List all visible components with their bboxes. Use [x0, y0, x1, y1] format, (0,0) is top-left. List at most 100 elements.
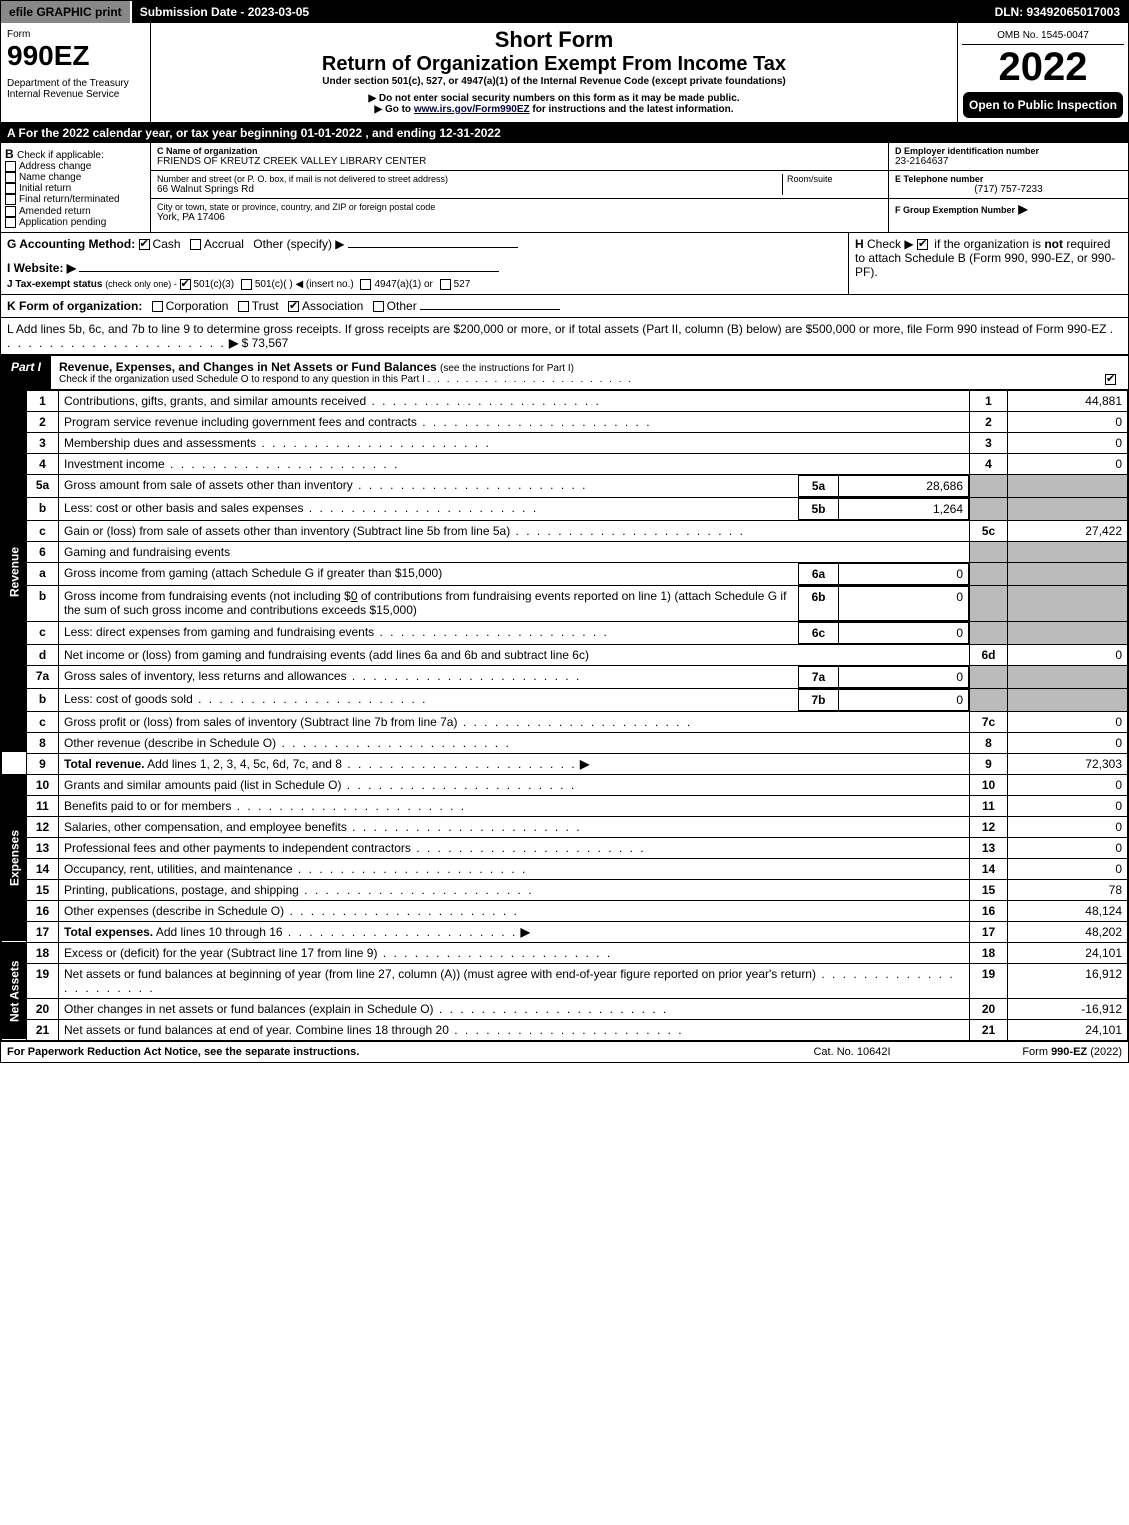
- chk-final[interactable]: [5, 194, 16, 205]
- b-check: Check if applicable:: [17, 150, 104, 161]
- d5b: Less: cost or other basis and sales expe…: [64, 501, 538, 515]
- goto-post: for instructions and the latest informat…: [530, 104, 734, 115]
- n5c: 5c: [970, 520, 1008, 541]
- l-amt: $ 73,567: [242, 336, 289, 350]
- open-inspection: Open to Public Inspection: [963, 92, 1123, 118]
- form-number: 990EZ: [7, 40, 144, 72]
- chk-501c[interactable]: [241, 279, 252, 290]
- side-netassets: Net Assets: [2, 942, 27, 1040]
- l-arrow: ▶: [229, 336, 238, 350]
- d6a: Gross income from gaming (attach Schedul…: [59, 563, 799, 584]
- d8: Other revenue (describe in Schedule O): [64, 736, 511, 750]
- row-8: 8Other revenue (describe in Schedule O)8…: [2, 732, 1128, 753]
- side-revenue: Revenue: [2, 390, 27, 753]
- omb: OMB No. 1545-0047: [962, 27, 1124, 45]
- header-center: Short Form Return of Organization Exempt…: [151, 23, 958, 122]
- lbl-app: Application pending: [19, 217, 106, 228]
- amt6b0: 0: [351, 589, 358, 603]
- b-label: B: [5, 147, 14, 161]
- d-label: D Employer identification number: [895, 146, 1122, 156]
- chk-501c3[interactable]: [180, 279, 191, 290]
- n11: 11: [970, 795, 1008, 816]
- row-6b: bGross income from fundraising events (n…: [2, 585, 1128, 621]
- chk-trust[interactable]: [238, 301, 249, 312]
- n8: 8: [970, 732, 1008, 753]
- v17: 48,202: [1008, 921, 1128, 942]
- chk-amend[interactable]: [5, 206, 16, 217]
- row-3: 3Membership dues and assessments30: [2, 432, 1128, 453]
- side-expenses: Expenses: [2, 774, 27, 942]
- row-5b: bLess: cost or other basis and sales exp…: [2, 497, 1128, 520]
- other-k-line[interactable]: [420, 309, 560, 310]
- part1-title: Revenue, Expenses, and Changes in Net As…: [51, 356, 1128, 389]
- irs-label: Internal Revenue Service: [7, 89, 144, 100]
- d18: Excess or (deficit) for the year (Subtra…: [64, 946, 612, 960]
- revenue-table: Revenue 1Contributions, gifts, grants, a…: [1, 390, 1128, 1041]
- header-left: Form 990EZ Department of the Treasury In…: [1, 23, 151, 122]
- row-11: 11Benefits paid to or for members110: [2, 795, 1128, 816]
- g-label: G Accounting Method:: [7, 237, 135, 251]
- n17: 17: [970, 921, 1008, 942]
- chk-assoc[interactable]: [288, 301, 299, 312]
- lbl-501c3: 501(c)(3): [194, 279, 235, 290]
- efile-label[interactable]: efile GRAPHIC print: [1, 1, 130, 23]
- chk-name[interactable]: [5, 172, 16, 183]
- j-row: J Tax-exempt status (check only one) - 5…: [7, 279, 842, 290]
- h-not: not: [1044, 237, 1063, 251]
- submission-date: Submission Date - 2023-03-05: [130, 1, 317, 23]
- chk-app[interactable]: [5, 217, 16, 228]
- d6c: Less: direct expenses from gaming and fu…: [64, 625, 609, 639]
- org-name: FRIENDS OF KREUTZ CREEK VALLEY LIBRARY C…: [157, 156, 882, 167]
- footer-right: Form 990-EZ (2022): [942, 1046, 1122, 1058]
- chk-h[interactable]: [917, 239, 928, 250]
- chk-527[interactable]: [440, 279, 451, 290]
- n14: 14: [970, 858, 1008, 879]
- s7a: 7a: [799, 666, 839, 687]
- row-9: 9Total revenue. Add lines 1, 2, 3, 4, 5c…: [2, 753, 1128, 774]
- row-7b: bLess: cost of goods sold7b0: [2, 688, 1128, 711]
- org-city: York, PA 17406: [157, 212, 882, 223]
- s6b: 6b: [799, 586, 839, 620]
- d17b: Add lines 10 through 16: [153, 925, 517, 939]
- d20: Other changes in net assets or fund bala…: [64, 1002, 668, 1016]
- header-right: OMB No. 1545-0047 2022 Open to Public In…: [958, 23, 1128, 122]
- chk-4947[interactable]: [360, 279, 371, 290]
- chk-schedo[interactable]: [1105, 374, 1116, 385]
- chk-init[interactable]: [5, 183, 16, 194]
- v5c: 27,422: [1008, 520, 1128, 541]
- chk-accr[interactable]: [190, 239, 201, 250]
- s6c: 6c: [799, 622, 839, 643]
- d21: Net assets or fund balances at end of ye…: [64, 1023, 684, 1037]
- d12: Salaries, other compensation, and employ…: [64, 820, 582, 834]
- other-line[interactable]: [348, 247, 518, 248]
- n1: 1: [970, 390, 1008, 411]
- n13: 13: [970, 837, 1008, 858]
- chk-addr[interactable]: [5, 161, 16, 172]
- n3: 3: [970, 432, 1008, 453]
- v12: 0: [1008, 816, 1128, 837]
- p1-dots: [428, 374, 633, 385]
- fr-pre: Form: [1022, 1046, 1051, 1058]
- n20: 20: [970, 998, 1008, 1019]
- s7b: 7b: [799, 689, 839, 710]
- chk-corp[interactable]: [152, 301, 163, 312]
- sv5b: 1,264: [839, 498, 969, 519]
- room-label: Room/suite: [787, 174, 882, 184]
- v4: 0: [1008, 453, 1128, 474]
- topbar-spacer: [317, 1, 986, 23]
- v19: 16,912: [1008, 963, 1128, 998]
- chk-other[interactable]: [373, 301, 384, 312]
- k-label: K Form of organization:: [7, 299, 142, 313]
- chk-cash[interactable]: [139, 239, 150, 250]
- ein: 23-2164637: [895, 156, 1122, 167]
- h-box: H Check ▶ if the organization is not req…: [848, 233, 1128, 294]
- fr-post: (2022): [1087, 1046, 1122, 1058]
- goto-link[interactable]: www.irs.gov/Form990EZ: [414, 104, 530, 115]
- short-form: Short Form: [155, 27, 953, 53]
- website-line[interactable]: [79, 271, 499, 272]
- goto-line: ▶ Go to www.irs.gov/Form990EZ for instru…: [155, 104, 953, 115]
- dept-treasury: Department of the Treasury: [7, 78, 144, 89]
- n21: 21: [970, 1019, 1008, 1040]
- lbl-addr: Address change: [19, 161, 91, 172]
- n10: 10: [970, 774, 1008, 795]
